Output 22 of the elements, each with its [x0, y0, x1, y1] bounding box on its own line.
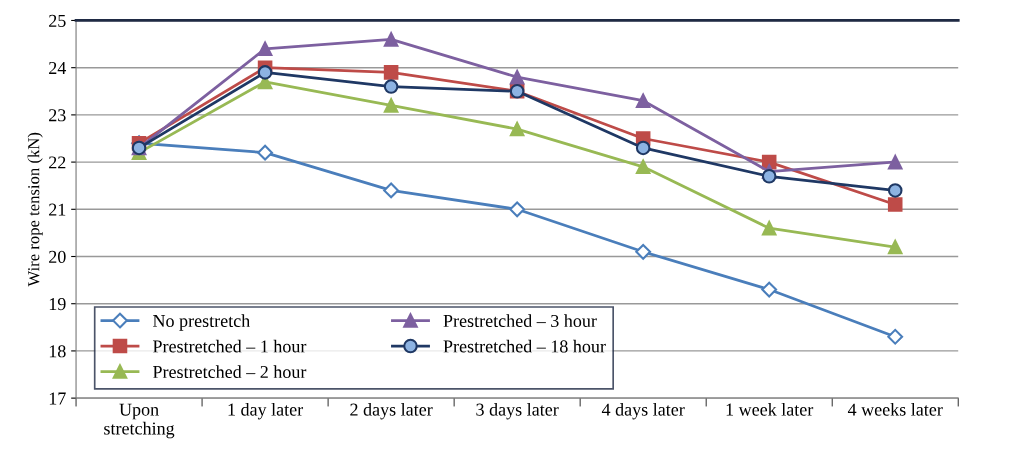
y-tick-label: 18 — [49, 345, 66, 358]
x-tick-label: Upon stretching — [104, 403, 175, 439]
x-tick-label: 3 days later — [476, 402, 559, 420]
legend-label: Prestretched – 3 hour — [443, 314, 597, 328]
y-tick-label: 23 — [49, 109, 66, 122]
y-tick-label: 20 — [49, 250, 66, 263]
x-tick-label: 2 days later — [350, 402, 433, 420]
x-tick-label: 1 week later — [726, 402, 814, 416]
y-tick-label: 25 — [49, 14, 66, 27]
y-tick-label: 21 — [49, 203, 66, 216]
legend-label: Prestretched – 2 hour — [153, 365, 307, 379]
legend-label: Prestretched – 1 hour — [153, 339, 307, 353]
y-tick-label: 17 — [49, 392, 66, 405]
x-tick-label: 4 days later — [601, 402, 685, 420]
x-tick-label: 1 day later — [228, 402, 304, 420]
y-tick-label: 22 — [49, 156, 66, 169]
x-tick-label: 4 weeks later — [847, 402, 943, 416]
y-tick-label: 19 — [49, 298, 66, 311]
y-axis-title: Wire rope tension (kN) — [27, 132, 43, 287]
y-tick-label: 24 — [49, 61, 67, 74]
legend-label: No prestretch — [153, 314, 250, 331]
legend-label: Prestretched – 18 hour — [443, 339, 606, 353]
